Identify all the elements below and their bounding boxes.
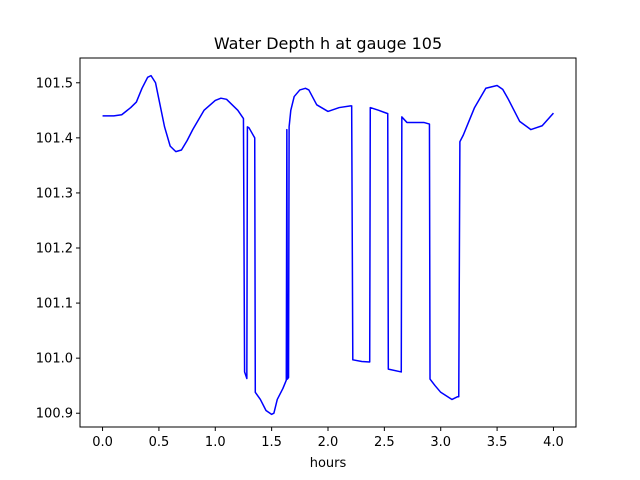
y-tick-label: 101.4	[36, 131, 73, 146]
y-tick-label: 101.3	[36, 186, 73, 201]
plot-area	[102, 74, 555, 416]
x-axis: 0.0 0.5 1.0 1.5 2.0 2.5 3.0 3.5 4.0	[92, 427, 564, 450]
x-tick-label: 3.5	[487, 435, 508, 450]
y-tick-label: 100.9	[36, 407, 73, 422]
x-tick-label: 1.0	[205, 435, 226, 450]
y-tick-label: 101.1	[36, 297, 73, 312]
plot-frame	[79, 57, 577, 428]
x-tick-label: 3.0	[430, 435, 451, 450]
x-axis-label: hours	[310, 456, 347, 471]
series-line-0	[102, 74, 555, 416]
chart-title: Water Depth h at gauge 105	[214, 34, 442, 53]
x-tick-label: 2.0	[318, 435, 339, 450]
x-tick-label: 2.5	[374, 435, 395, 450]
x-tick-label: 0.5	[149, 435, 170, 450]
x-tick-label: 1.5	[261, 435, 282, 450]
y-tick-label: 101.5	[36, 76, 73, 91]
y-tick-label: 101.2	[36, 242, 73, 257]
y-tick-label: 101.0	[36, 352, 73, 367]
x-tick-label: 4.0	[543, 435, 564, 450]
y-axis: 100.9 101.0 101.1 101.2 101.3 101.4 101.5	[36, 76, 80, 422]
x-tick-label: 0.0	[92, 435, 113, 450]
